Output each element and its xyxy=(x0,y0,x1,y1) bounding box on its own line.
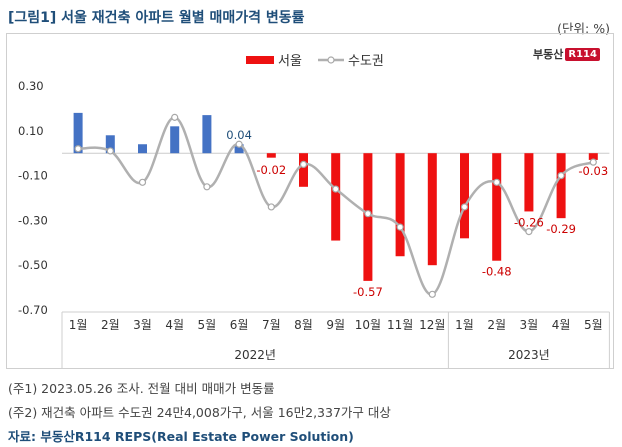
logo-text: 부동산 xyxy=(533,48,564,61)
x-tick-label: 2월 xyxy=(101,318,120,332)
point-metro xyxy=(460,203,469,211)
point-metro xyxy=(332,185,340,193)
point-metro xyxy=(106,147,114,155)
bar-seoul xyxy=(395,153,405,257)
y-tick-label: 0.10 xyxy=(18,124,44,138)
data-label: -0.48 xyxy=(482,265,512,279)
note-2: (주2) 재건축 아파트 수도권 24만4,008가구, 서울 16만2,337… xyxy=(8,405,391,420)
legend-label-metro: 수도권 xyxy=(348,54,384,69)
data-label: -0.57 xyxy=(353,285,383,299)
data-label: 0.04 xyxy=(226,128,252,142)
x-tick-label: 10월 xyxy=(355,318,381,332)
x-tick-label: 3월 xyxy=(520,318,539,332)
page-title: [그림1] 서울 재건축 아파트 월별 매매가격 변동률 xyxy=(8,10,305,26)
data-label: -0.26 xyxy=(514,215,544,229)
x-tick-label: 1월 xyxy=(69,318,88,332)
x-tick-label: 4월 xyxy=(165,318,184,332)
bar-seoul xyxy=(492,153,502,261)
year-label: 2022년 xyxy=(234,348,276,362)
bar-seoul xyxy=(266,153,276,158)
data-label: -0.02 xyxy=(256,163,286,177)
bar-seoul xyxy=(427,153,437,266)
x-tick-label: 12월 xyxy=(419,318,445,332)
y-tick-label: -0.70 xyxy=(18,303,48,317)
bar-seoul xyxy=(299,153,308,187)
bar-seoul xyxy=(556,153,566,219)
bar-seoul xyxy=(588,153,598,160)
logo: 부동산 R114 xyxy=(533,46,600,62)
x-tick-label: 6월 xyxy=(230,318,249,332)
x-tick-label: 1월 xyxy=(455,318,474,332)
legend-swatch-seoul xyxy=(246,56,274,64)
point-metro xyxy=(364,210,372,218)
point-metro xyxy=(525,228,533,236)
bar-seoul xyxy=(524,153,534,212)
bar-seoul xyxy=(73,112,83,154)
x-tick-label: 5월 xyxy=(584,318,603,332)
point-metro xyxy=(428,290,436,298)
data-label: -0.03 xyxy=(578,164,608,178)
point-metro xyxy=(138,178,147,186)
data-label: -0.29 xyxy=(546,222,576,236)
year-label: 2023년 xyxy=(508,348,550,362)
point-metro xyxy=(396,223,404,231)
x-tick-label: 11월 xyxy=(387,318,413,332)
note-1: (주1) 2023.05.26 조사. 전월 대비 매매가 변동률 xyxy=(8,381,275,396)
bar-seoul xyxy=(234,144,244,154)
bar-seoul xyxy=(138,144,147,154)
point-metro xyxy=(493,178,501,186)
point-metro xyxy=(557,172,565,180)
y-tick-label: -0.30 xyxy=(18,213,48,227)
point-metro xyxy=(235,140,243,148)
x-tick-label: 5월 xyxy=(198,318,217,332)
y-tick-label: 0.30 xyxy=(18,79,44,93)
unit-label: (단위: %) xyxy=(557,21,610,36)
source: 자료: 부동산R114 REPS(Real Estate Power Solut… xyxy=(8,429,354,444)
y-tick-label: -0.50 xyxy=(18,258,48,272)
point-metro xyxy=(74,145,82,153)
logo-badge: R114 xyxy=(565,47,600,61)
point-metro xyxy=(203,183,211,191)
x-tick-label: 7월 xyxy=(262,318,281,332)
y-tick-label: -0.10 xyxy=(18,169,48,183)
bar-seoul xyxy=(460,153,469,239)
x-tick-label: 2월 xyxy=(487,318,506,332)
point-metro xyxy=(589,158,597,166)
point-metro xyxy=(171,113,179,121)
bar-seoul xyxy=(105,135,115,154)
bar-seoul xyxy=(202,115,212,154)
legend-label-seoul: 서울 xyxy=(278,54,302,69)
x-tick-label: 4월 xyxy=(552,318,571,332)
point-metro xyxy=(267,203,275,211)
point-metro xyxy=(299,160,308,168)
legend-marker-metro xyxy=(327,56,335,64)
bar-seoul xyxy=(170,126,180,154)
bar-seoul xyxy=(331,153,341,241)
x-tick-label: 3월 xyxy=(133,318,152,332)
x-tick-label: 8월 xyxy=(294,318,313,332)
chart-frame xyxy=(6,33,614,369)
x-tick-label: 9월 xyxy=(326,318,345,332)
